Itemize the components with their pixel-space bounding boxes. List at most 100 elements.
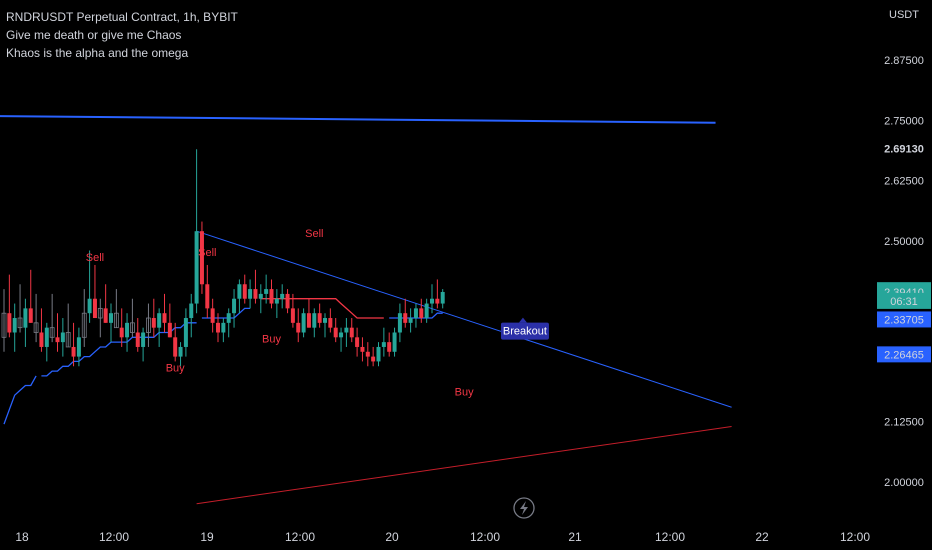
candle-body xyxy=(253,289,258,299)
candle-body xyxy=(237,284,242,299)
candle-body xyxy=(306,313,311,328)
candle-body xyxy=(173,337,178,357)
candle-body xyxy=(125,322,130,338)
breakout-label: Breakout xyxy=(503,326,547,338)
candle-body xyxy=(226,313,231,323)
candle-body xyxy=(269,289,274,304)
candle-body xyxy=(151,318,156,328)
candle-body xyxy=(344,327,349,333)
candle-body xyxy=(381,342,386,347)
trail-line-2 xyxy=(201,307,251,319)
chart-legend: RNDRUSDT Perpetual Contract, 1h, BYBIT G… xyxy=(6,8,238,62)
candle-body xyxy=(408,318,413,323)
symbol-title: RNDRUSDT Perpetual Contract, 1h, BYBIT xyxy=(6,10,238,24)
candle-body xyxy=(199,231,204,285)
time-tick: 12:00 xyxy=(655,530,685,544)
candle-body xyxy=(430,298,434,304)
candle-body xyxy=(419,308,424,319)
candle-body xyxy=(44,327,49,347)
candle-body xyxy=(397,313,402,333)
candle-body xyxy=(7,313,12,333)
price-badge-bg xyxy=(877,346,931,363)
signal-sell: Sell xyxy=(86,252,104,264)
signal-buy: Buy xyxy=(166,362,185,374)
candle-body xyxy=(323,318,327,323)
candle-body xyxy=(424,303,429,319)
time-tick: 18 xyxy=(15,530,29,544)
time-tick: 12:00 xyxy=(285,530,315,544)
price-tick: 2.87500 xyxy=(884,55,924,67)
candle-body xyxy=(113,312,119,329)
candle-body xyxy=(392,332,397,352)
signal-sell: Sell xyxy=(198,247,216,259)
time-tick: 19 xyxy=(200,530,214,544)
breakout-badge xyxy=(500,322,549,340)
candle-body xyxy=(403,313,408,323)
candle-body xyxy=(135,332,140,347)
candle-body xyxy=(28,308,33,323)
candle-body xyxy=(285,293,290,309)
candle-body xyxy=(371,356,376,362)
candle-body xyxy=(205,284,210,309)
price-tick: 2.62500 xyxy=(884,176,924,188)
candle-body xyxy=(194,231,199,304)
candle-body xyxy=(365,351,370,357)
signal-sell: Sell xyxy=(305,228,323,240)
candle-body xyxy=(162,313,167,323)
candle-body xyxy=(81,312,87,338)
candle-body xyxy=(264,289,269,294)
candle-body xyxy=(210,308,215,323)
candle-body xyxy=(360,346,365,352)
candle-body xyxy=(103,308,108,323)
trail-line-0 xyxy=(3,375,37,425)
candle-body xyxy=(178,346,183,357)
signal-buy: Buy xyxy=(262,333,281,345)
candle-body xyxy=(355,337,360,347)
time-tick: 22 xyxy=(755,530,769,544)
currency-label: USDT xyxy=(889,9,919,21)
candle-body xyxy=(87,298,92,314)
candle-body xyxy=(39,332,44,347)
candle-body xyxy=(65,332,71,348)
candle-body xyxy=(97,307,103,319)
candle-body xyxy=(146,317,151,333)
candle-body xyxy=(248,289,253,299)
candle-body xyxy=(216,322,220,333)
candle-body xyxy=(258,293,263,299)
price-badge: 2.26465 xyxy=(884,349,924,361)
candle-body xyxy=(349,327,354,338)
candle-body xyxy=(413,308,418,319)
candle-body xyxy=(232,298,237,314)
candle-body xyxy=(157,313,162,328)
candle-body xyxy=(119,327,124,338)
time-tick: 21 xyxy=(568,530,582,544)
price-badge-bg xyxy=(877,311,931,328)
price-tick: 2.50000 xyxy=(884,236,924,248)
candle-body xyxy=(167,322,172,338)
price-tick: 2.00000 xyxy=(884,477,924,489)
candle-body xyxy=(92,298,97,319)
candle-body xyxy=(55,337,60,343)
indicator-line-2: Khaos is the alpha and the omega xyxy=(6,46,189,60)
candle-body xyxy=(12,318,17,333)
candle-body xyxy=(49,327,55,338)
time-tick: 20 xyxy=(385,530,399,544)
time-tick: 12:00 xyxy=(470,530,500,544)
support-line xyxy=(196,426,732,505)
candle-body xyxy=(189,303,194,319)
candle-body xyxy=(183,318,188,347)
candle-body xyxy=(301,313,306,333)
resistance-line xyxy=(0,115,716,124)
candle-body xyxy=(129,322,135,333)
time-tick: 12:00 xyxy=(99,530,129,544)
candle-body xyxy=(312,313,317,328)
candle-body xyxy=(109,313,113,323)
lightning-glyph xyxy=(520,501,528,515)
price-tick: 2.75000 xyxy=(884,115,924,127)
candle-body xyxy=(242,284,247,299)
candle-body xyxy=(296,322,301,333)
candle-body xyxy=(317,313,322,323)
lightning-icon xyxy=(513,497,535,519)
candle-body xyxy=(71,346,76,357)
